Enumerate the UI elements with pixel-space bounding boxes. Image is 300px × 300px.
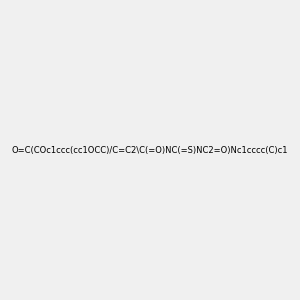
Text: O=C(COc1ccc(cc1OCC)/C=C2\C(=O)NC(=S)NC2=O)Nc1cccc(C)c1: O=C(COc1ccc(cc1OCC)/C=C2\C(=O)NC(=S)NC2=… — [12, 146, 288, 154]
